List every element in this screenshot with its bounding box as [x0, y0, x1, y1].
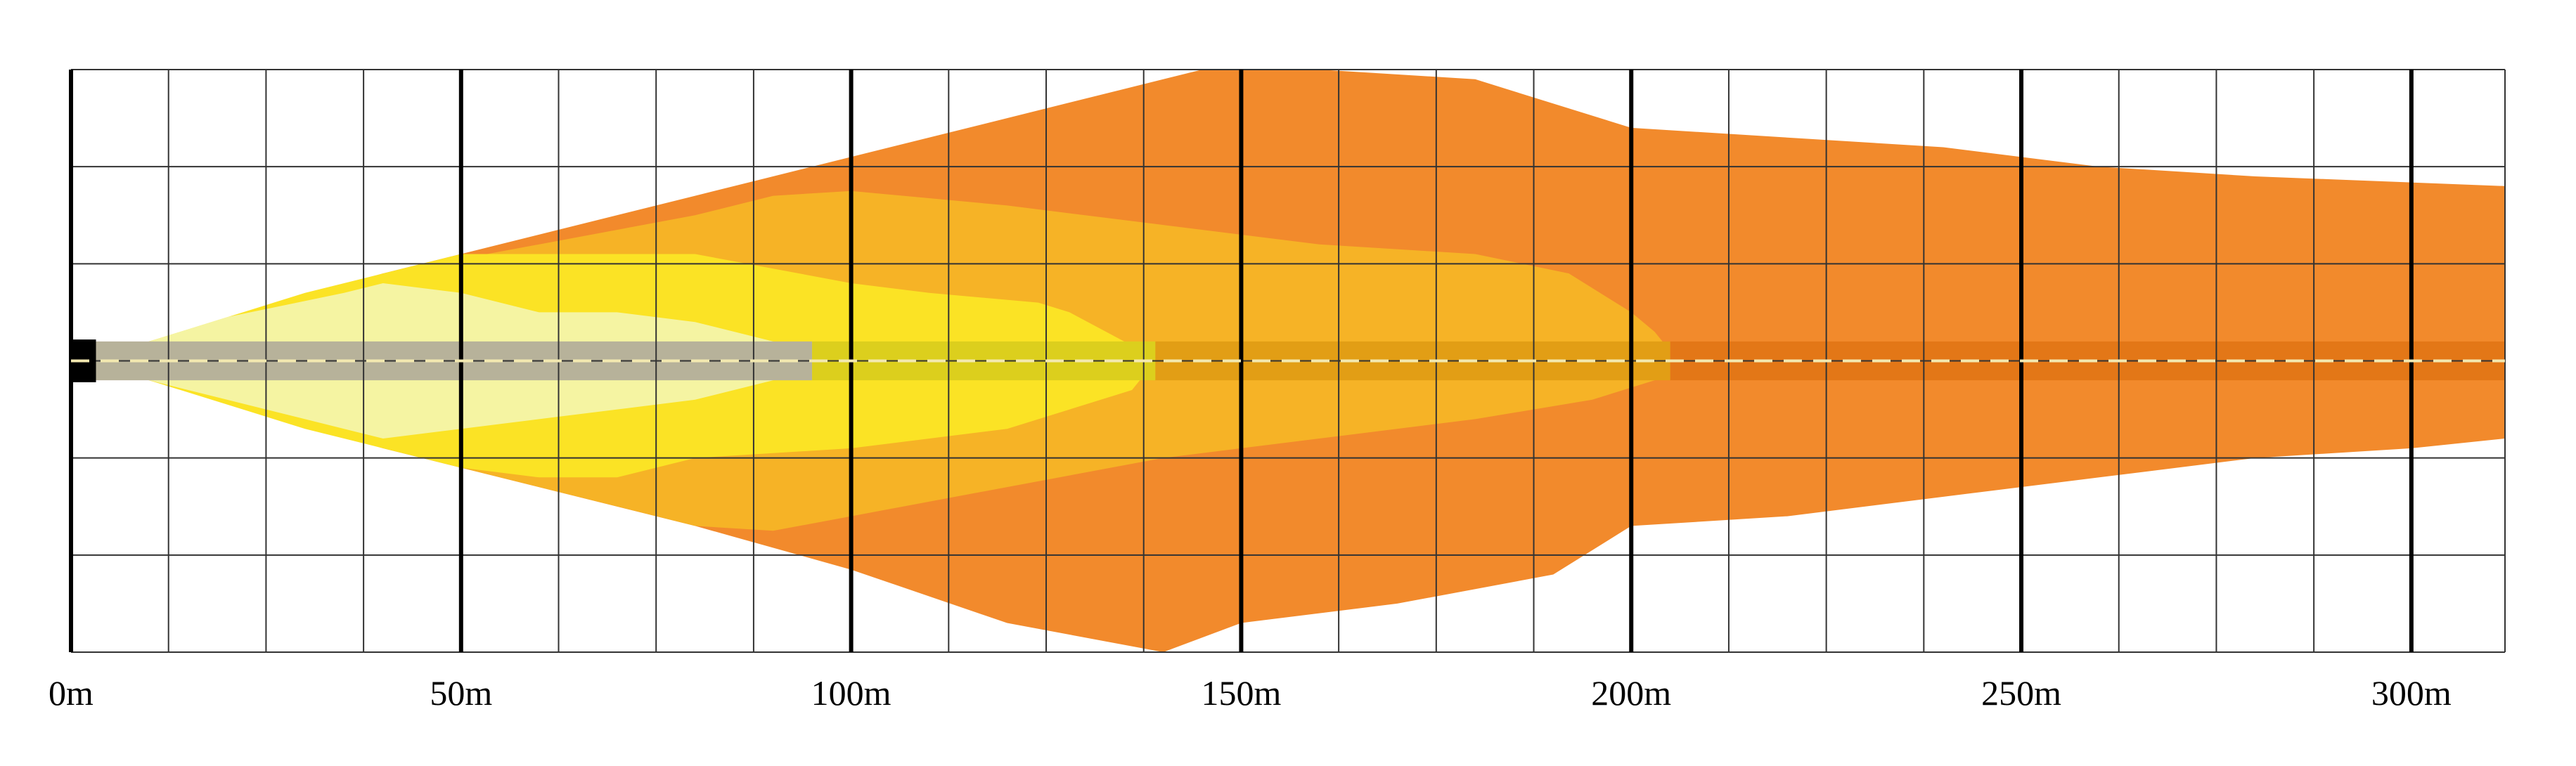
x-tick-label: 300m — [2371, 673, 2452, 713]
centerline-layer — [71, 339, 2505, 382]
x-tick-labels: 0m 50m 100m 150m 200m 250m 300m — [49, 673, 2452, 713]
x-tick-label: 250m — [1981, 673, 2061, 713]
x-tick-label: 150m — [1201, 673, 1281, 713]
x-tick-label: 50m — [430, 673, 492, 713]
x-tick-label: 200m — [1591, 673, 1671, 713]
x-tick-label: 100m — [811, 673, 891, 713]
x-tick-label: 0m — [49, 673, 94, 713]
